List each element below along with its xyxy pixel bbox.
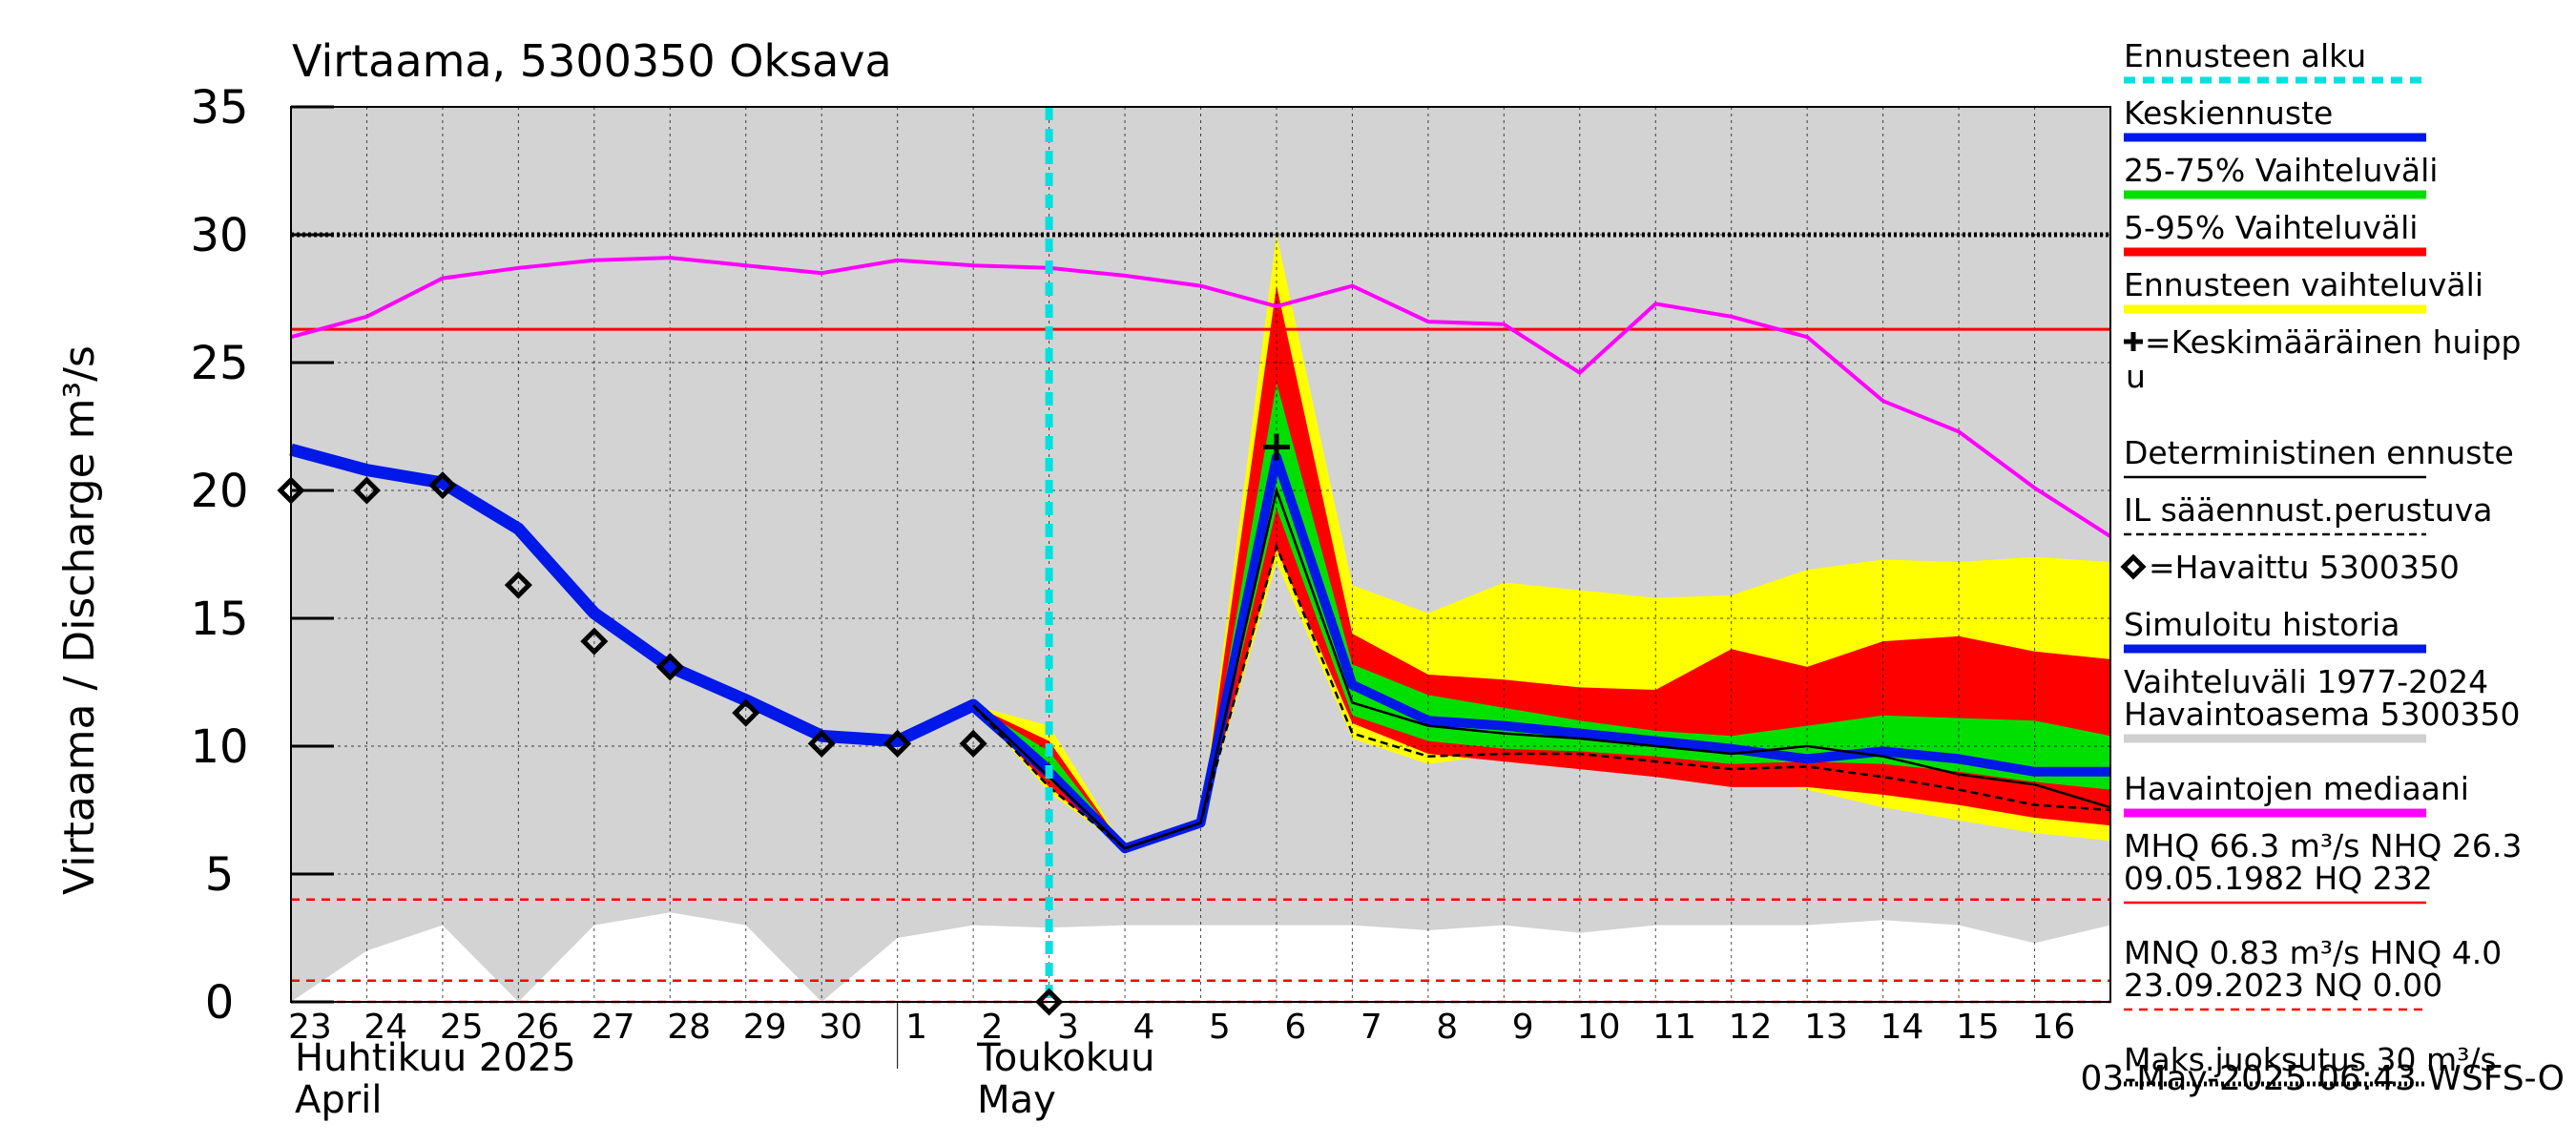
x-tick-label: 2 <box>982 1008 1004 1047</box>
month-label: Huhtikuu 2025 <box>295 1036 576 1080</box>
y-tick-label: 0 <box>205 976 235 1030</box>
legend-label: Ennusteen vaihteluväli <box>2124 266 2483 303</box>
x-tick-label: 24 <box>364 1008 407 1047</box>
x-tick-label: 4 <box>1132 1008 1154 1047</box>
x-tick-label: 29 <box>743 1008 787 1047</box>
x-tick-label: 6 <box>1284 1008 1306 1047</box>
x-tick-label: 9 <box>1512 1008 1534 1047</box>
x-tick-label: 25 <box>440 1008 484 1047</box>
legend-label: 5-95% Vaihteluväli <box>2124 209 2418 246</box>
x-tick-label: 7 <box>1361 1008 1382 1047</box>
observed-point <box>428 471 457 500</box>
observed-point <box>959 729 987 758</box>
legend-label: 23.09.2023 NQ 0.00 <box>2124 967 2442 1004</box>
y-tick-label: 35 <box>190 81 248 135</box>
legend-label: Simuloitu historia <box>2124 606 2399 643</box>
legend-label: 09.05.1982 HQ 232 <box>2124 860 2433 897</box>
legend-label: Deterministinen ennuste <box>2124 434 2514 471</box>
y-tick-label: 20 <box>190 465 248 518</box>
observed-point <box>807 729 836 758</box>
range-25-75-band <box>973 383 2110 849</box>
chart-title: Virtaama, 5300350 Oksava <box>292 35 892 87</box>
x-tick-label: 15 <box>1956 1008 2000 1047</box>
il-forecast-line <box>972 543 2111 850</box>
legend-label: Havaintojen mediaani <box>2124 770 2469 807</box>
x-tick-label: 12 <box>1729 1008 1773 1047</box>
x-tick-label: 27 <box>592 1008 635 1047</box>
x-tick-label: 3 <box>1057 1008 1079 1047</box>
series-lines <box>289 107 2112 1002</box>
observed-point <box>580 627 609 656</box>
month-label: Toukokuu <box>976 1036 1154 1080</box>
simulated-history-line <box>289 443 1053 777</box>
observed-point <box>655 653 684 681</box>
x-tick-label: 14 <box>1880 1008 1924 1047</box>
footer-timestamp: 03-May-2025 06:43 WSFS-O <box>2080 1059 2565 1098</box>
observed-point <box>1035 988 1064 1016</box>
observed-point <box>504 571 532 599</box>
y-tick-label: 25 <box>190 337 248 390</box>
legend-label: Ennusteen alku <box>2124 37 2366 74</box>
x-tick-label: 26 <box>515 1008 559 1047</box>
forecast-bands <box>973 235 2110 849</box>
legend-label: Havaintoasema 5300350 <box>2124 696 2521 733</box>
x-tick-label: 5 <box>1209 1008 1231 1047</box>
legend-label: 25-75% Vaihteluväli <box>2124 152 2438 189</box>
x-tick-label: 10 <box>1577 1008 1621 1047</box>
legend-label: IL sääennust.perustuva <box>2124 491 2492 529</box>
month-sublabel: May <box>977 1078 1056 1122</box>
legend: Ennusteen alku Keskiennuste 25-75% Vaihtel… <box>2120 37 2522 1087</box>
y-axis-label: Virtaama / Discharge m³/s <box>55 345 104 895</box>
x-axis: 23 24 25 26 27 28 29 30 1 2 3 4 5 6 7 8 9 10 11 12 13 14 15 16H… <box>288 1002 2075 1122</box>
y-tick-label: 30 <box>190 209 248 262</box>
legend-label: =Keskimääräinen huipp <box>2145 323 2522 361</box>
observed-point <box>883 729 912 758</box>
legend-marker <box>2124 332 2143 351</box>
x-tick-label: 11 <box>1652 1008 1696 1047</box>
x-tick-label: 8 <box>1436 1008 1458 1047</box>
x-tick-label: 28 <box>667 1008 711 1047</box>
legend-label: MNQ 0.83 m³/s HNQ 4.0 <box>2124 934 2502 971</box>
x-tick-label: 23 <box>288 1008 332 1047</box>
observed-point <box>732 698 760 727</box>
legend-label: Maks.juoksutus 30 m³/s <box>2124 1041 2497 1078</box>
legend-label: =Havaittu 5300350 <box>2149 549 2460 586</box>
median-line <box>290 256 2112 538</box>
legend-label: MHQ 66.3 m³/s NHQ 26.3 <box>2124 827 2522 864</box>
x-tick-label: 30 <box>819 1008 862 1047</box>
mean-peak-marker <box>1262 433 1290 461</box>
month-sublabel: April <box>295 1078 382 1122</box>
plot-frame <box>290 106 2111 1003</box>
legend-marker <box>2120 553 2147 580</box>
y-tick-label: 15 <box>190 593 248 646</box>
grid <box>291 107 2110 1002</box>
x-tick-label: 1 <box>905 1008 927 1047</box>
legend-label: Vaihteluväli 1977-2024 <box>2124 663 2488 700</box>
observed-point <box>352 476 381 505</box>
y-tick-label: 10 <box>190 720 248 774</box>
legend-label: Keskiennuste <box>2124 94 2333 132</box>
y-tick-label: 5 <box>205 848 235 902</box>
y-axis: 0 5 10 15 20 25 30 35 <box>190 81 334 1030</box>
range-5-95-band <box>973 285 2110 849</box>
x-tick-label: 16 <box>2032 1008 2076 1047</box>
x-tick-label: 13 <box>1804 1008 1848 1047</box>
legend-label: u <box>2126 358 2146 395</box>
